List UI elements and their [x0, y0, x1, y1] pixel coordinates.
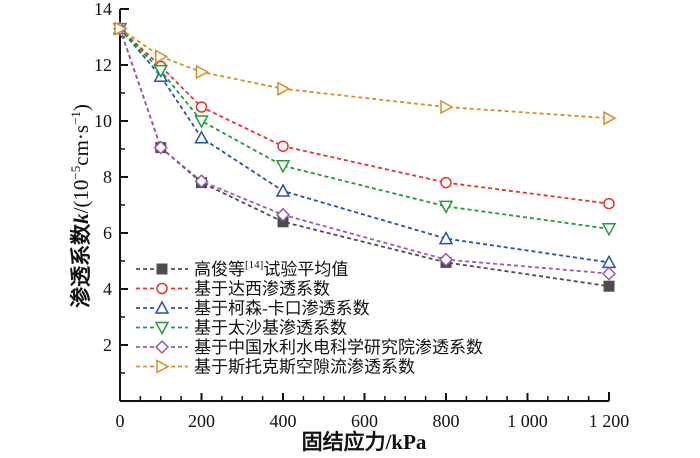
legend: 高俊等[14]试验平均值基于达西渗透系数基于柯森-卡口渗透系数基于太沙基渗透系数… [136, 259, 483, 377]
marker-circle [603, 197, 615, 210]
x-tick-label: 600 [351, 411, 378, 431]
axes: 2 4 6 8 10 12 14 0 200 400 600 800 1 000 1 200 [94, 0, 629, 431]
series-line [119, 27, 610, 205]
legend-item: 基于太沙基渗透系数 [136, 319, 347, 338]
marker-circle [195, 101, 208, 113]
marker-triangle-right [440, 99, 454, 115]
series-4 [112, 21, 617, 281]
y-tick-label: 4 [103, 279, 112, 299]
legend-label: 基于柯森-卡口渗透系数 [194, 299, 370, 318]
x-tick-label: 200 [188, 411, 215, 431]
marker-triangle-up [275, 183, 291, 197]
y-axis-title: 渗透系数k/(10−5cm·s−1) [68, 104, 93, 308]
x-axis-title: 固结应力/kPa [302, 430, 427, 454]
marker-triangle-right [114, 21, 128, 36]
marker-square [603, 280, 615, 292]
legend-label: 基于中国水利水电科学研究院渗透系数 [194, 338, 483, 357]
y-tick-label: 8 [103, 167, 112, 187]
legend-label-main: 高俊等 [194, 260, 245, 279]
y-tick-label: 12 [94, 55, 112, 75]
y-axis-title-exp1: −5 [68, 166, 83, 180]
legend-label: 基于太沙基渗透系数 [194, 319, 347, 338]
marker-triangle-up [601, 254, 617, 269]
marker-triangle-up [154, 300, 170, 314]
marker-triangle-right [603, 110, 617, 126]
legend-item: 基于达西渗透系数 [136, 280, 330, 299]
marker-triangle-right [156, 359, 170, 374]
legend-item: 基于柯森-卡口渗透系数 [136, 299, 370, 318]
marker-triangle-down [601, 223, 617, 237]
legend-label-tail: 试验平均值 [263, 260, 348, 279]
marker-circle [156, 282, 168, 295]
y-tick-label: 14 [94, 0, 112, 19]
marker-triangle-down [275, 160, 291, 174]
marker-diamond [438, 252, 454, 267]
x-tick-label: 1 200 [589, 411, 630, 431]
series-line [119, 28, 610, 264]
marker-square [156, 263, 168, 275]
series-line [119, 27, 610, 120]
series-1 [114, 22, 615, 210]
marker-diamond [194, 174, 209, 189]
marker-diamond [601, 266, 617, 281]
series-line [119, 27, 610, 230]
y-tick-label: 6 [103, 223, 112, 243]
marker-diamond [153, 140, 168, 155]
legend-label: 高俊等[14]试验平均值 [194, 259, 348, 279]
y-axis-title-unit: /(10 [69, 180, 93, 214]
legend-item: 高俊等[14]试验平均值 [136, 259, 348, 279]
marker-triangle-down [153, 64, 169, 79]
marker-triangle-down [438, 200, 454, 214]
y-tick-label: 10 [94, 111, 112, 131]
legend-label: 基于达西渗透系数 [194, 280, 330, 299]
series-3 [112, 22, 617, 237]
marker-triangle-up [194, 130, 209, 144]
x-tick-label: 0 [116, 411, 125, 431]
y-tick-label: 2 [103, 335, 112, 355]
y-axis-title-var: k [69, 213, 93, 224]
marker-triangle-down [194, 115, 209, 129]
y-axis-title-close: ) [69, 104, 93, 111]
x-tick-label: 400 [270, 411, 297, 431]
y-axis-title-unit-mid: cm·s [69, 125, 93, 166]
legend-label: 基于斯托克斯空隙流渗透系数 [194, 358, 415, 377]
marker-triangle-up [438, 231, 454, 245]
marker-diamond [275, 207, 291, 222]
marker-circle [440, 176, 452, 189]
series-line [119, 28, 610, 275]
series-0 [114, 23, 615, 292]
x-tick-label: 1 000 [507, 411, 548, 431]
marker-triangle-down [154, 321, 170, 336]
series-line [119, 28, 610, 288]
marker-triangle-right [195, 64, 210, 80]
marker-circle [277, 140, 289, 152]
marker-diamond [154, 339, 170, 355]
legend-item: 基于斯托克斯空隙流渗透系数 [136, 358, 415, 377]
marker-triangle-right [277, 81, 291, 97]
series-5 [114, 21, 617, 126]
series-2 [112, 21, 617, 269]
x-tick-label: 800 [433, 411, 460, 431]
series-layer [112, 21, 617, 292]
marker-triangle-right [155, 49, 169, 64]
y-axis-title-main: 渗透系数 [69, 223, 93, 308]
y-axis-title-exp2: −1 [68, 111, 83, 125]
legend-item: 基于中国水利水电科学研究院渗透系数 [136, 338, 483, 357]
legend-label-citation: [14] [245, 259, 263, 271]
